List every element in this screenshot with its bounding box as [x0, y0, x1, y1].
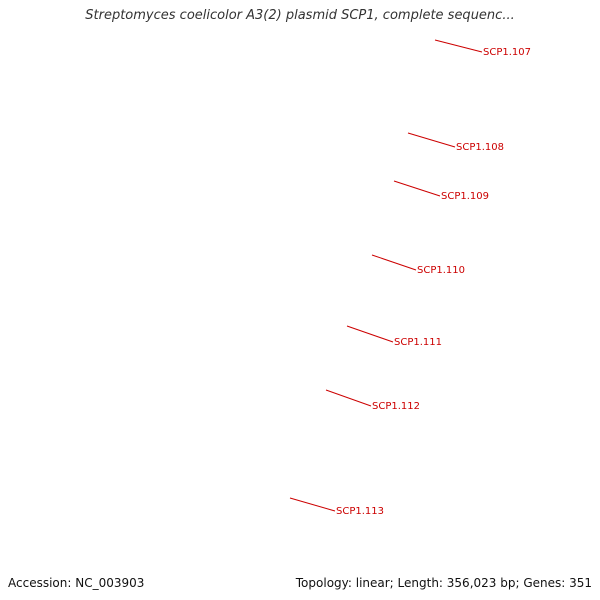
gene-leader-line [325, 389, 372, 407]
gene-leader-line [346, 325, 394, 343]
gene-leader-line [393, 180, 441, 197]
summary-text: Topology: linear; Length: 356,023 bp; Ge… [295, 576, 592, 590]
gene-label: SCP1.109 [441, 191, 489, 202]
gene-leader-line [407, 132, 456, 148]
gene-label: SCP1.110 [417, 265, 465, 276]
accession-text: Accession: NC_003903 [8, 576, 145, 590]
gene-leader-line [434, 39, 483, 53]
gene-label: SCP1.108 [456, 142, 504, 153]
gene-label: SCP1.112 [372, 401, 420, 412]
gene-label: SCP1.111 [394, 337, 442, 348]
gene-leader-line [289, 497, 336, 512]
label-layer: 105000 bp105500 bp106000 bp106500 bp1070… [289, 39, 531, 517]
top-fade [0, 0, 600, 40]
gene-label: SCP1.113 [336, 506, 384, 517]
gene-label: SCP1.107 [483, 47, 531, 58]
gene-leader-line [371, 254, 417, 271]
page-title: Streptomyces coelicolor A3(2) plasmid SC… [85, 8, 515, 23]
